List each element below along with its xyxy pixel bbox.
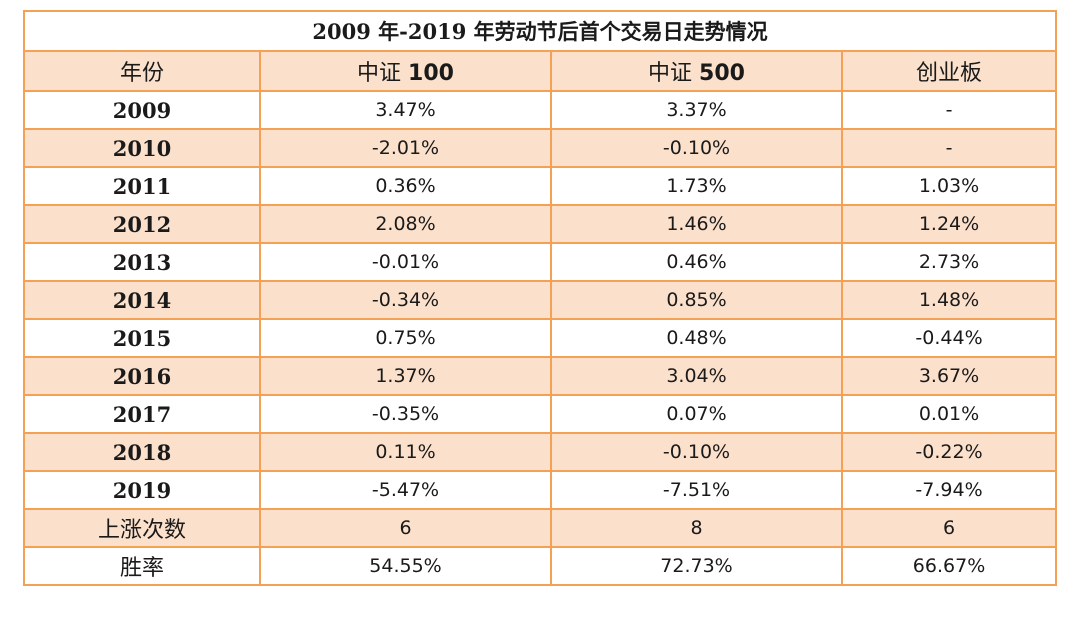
cell-zz100: -2.01%: [259, 128, 552, 168]
table-row: 2018 0.11% -0.10% -0.22%: [23, 432, 1058, 472]
header-zz100: 中证 100: [259, 50, 552, 92]
cell-zz500: 0.07%: [550, 394, 843, 434]
table-row: 2015 0.75% 0.48% -0.44%: [23, 318, 1058, 358]
cell-cyb: -0.44%: [840, 318, 1058, 358]
up-count-row: 上涨次数 6 8 6: [23, 508, 1058, 548]
cell-zz100: 3.47%: [259, 90, 552, 130]
header-zz500: 中证 500: [550, 50, 843, 92]
table-row: 2011 0.36% 1.73% 1.03%: [23, 166, 1058, 206]
cell-zz100: -0.34%: [259, 280, 552, 320]
table-row: 2009 3.47% 3.37% -: [23, 90, 1058, 130]
table-row: 2014 -0.34% 0.85% 1.48%: [23, 280, 1058, 320]
cell-year: 2011: [23, 166, 261, 206]
cell-win-rate-label: 胜率: [23, 546, 261, 586]
cell-year: 2016: [23, 356, 261, 396]
cell-cyb: 2.73%: [840, 242, 1058, 282]
cell-cyb: 1.48%: [840, 280, 1058, 320]
cell-cyb: -: [840, 128, 1058, 168]
cell-zz500: -7.51%: [550, 470, 843, 510]
cell-zz100: 2.08%: [259, 204, 552, 244]
header-zz100-num: 100: [408, 61, 454, 86]
cell-cyb: -: [840, 90, 1058, 130]
table-row: 2012 2.08% 1.46% 1.24%: [23, 204, 1058, 244]
cell-year: 2010: [23, 128, 261, 168]
cell-year: 2013: [23, 242, 261, 282]
cell-cyb: 6: [840, 508, 1058, 548]
header-cyb: 创业板: [840, 50, 1058, 92]
cell-cyb: -7.94%: [840, 470, 1058, 510]
cell-zz500: -0.10%: [550, 128, 843, 168]
cell-zz500: 0.48%: [550, 318, 843, 358]
table-title: 2009 年-2019 年劳动节后首个交易日走势情况: [22, 10, 1058, 52]
table-row: 2010 -2.01% -0.10% -: [23, 128, 1058, 168]
cell-year: 2019: [23, 470, 261, 510]
cell-zz500: 8: [550, 508, 843, 548]
cell-zz100: 0.75%: [259, 318, 552, 358]
cell-cyb: 66.67%: [840, 546, 1058, 586]
cell-cyb: -0.22%: [840, 432, 1058, 472]
cell-zz500: 72.73%: [550, 546, 843, 586]
cell-zz500: 0.85%: [550, 280, 843, 320]
cell-zz100: -0.35%: [259, 394, 552, 434]
cell-cyb: 1.24%: [840, 204, 1058, 244]
cell-zz100: 0.36%: [259, 166, 552, 206]
cell-zz500: 1.73%: [550, 166, 843, 206]
table-row: 2019 -5.47% -7.51% -7.94%: [23, 470, 1058, 510]
cell-cyb: 1.03%: [840, 166, 1058, 206]
cell-year: 2018: [23, 432, 261, 472]
cell-zz500: 3.37%: [550, 90, 843, 130]
header-zz100-prefix: 中证: [357, 61, 409, 86]
cell-zz500: 0.46%: [550, 242, 843, 282]
cell-up-count-label: 上涨次数: [23, 508, 261, 548]
cell-zz100: 1.37%: [259, 356, 552, 396]
header-row: 年份 中证 100 中证 500 创业板: [23, 50, 1058, 92]
cell-zz100: 0.11%: [259, 432, 552, 472]
table-row: 2016 1.37% 3.04% 3.67%: [23, 356, 1058, 396]
cell-year: 2012: [23, 204, 261, 244]
cell-year: 2015: [23, 318, 261, 358]
header-year: 年份: [23, 50, 261, 92]
cell-year: 2009: [23, 90, 261, 130]
cell-cyb: 3.67%: [840, 356, 1058, 396]
table-row: 2017 -0.35% 0.07% 0.01%: [23, 394, 1058, 434]
market-performance-table: 2009 年-2019 年劳动节后首个交易日走势情况 年份 中证 100 中证 …: [22, 10, 1058, 586]
table-row: 2013 -0.01% 0.46% 2.73%: [23, 242, 1058, 282]
cell-year: 2017: [23, 394, 261, 434]
cell-zz100: -5.47%: [259, 470, 552, 510]
cell-cyb: 0.01%: [840, 394, 1058, 434]
cell-year: 2014: [23, 280, 261, 320]
win-rate-row: 胜率 54.55% 72.73% 66.67%: [23, 546, 1058, 586]
header-zz500-num: 500: [699, 61, 745, 86]
cell-zz500: -0.10%: [550, 432, 843, 472]
cell-zz100: 6: [259, 508, 552, 548]
cell-zz500: 3.04%: [550, 356, 843, 396]
cell-zz100: -0.01%: [259, 242, 552, 282]
header-zz500-prefix: 中证: [648, 61, 700, 86]
cell-zz500: 1.46%: [550, 204, 843, 244]
cell-zz100: 54.55%: [259, 546, 552, 586]
